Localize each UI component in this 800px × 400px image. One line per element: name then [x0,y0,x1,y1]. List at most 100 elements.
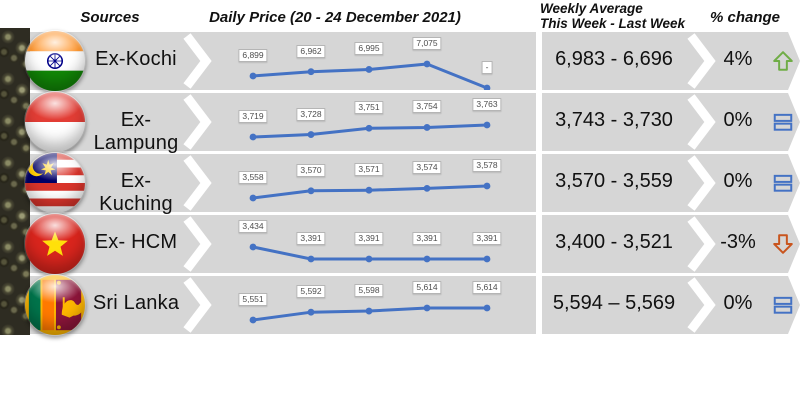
weekly-average-line1: Weekly Average [540,1,643,16]
data-point-label: 5,592 [296,285,326,299]
price-sparkline: 6,899 6,962 6,995 7,075 - [190,32,535,92]
name-chart-separator [182,154,212,217]
data-point-label: 6,995 [354,42,384,56]
weekly-average-value: 3,743 - 3,730 [555,109,673,131]
pct-change-value: -3% [720,231,756,253]
weekly-pct-separator [686,215,716,278]
column-divider [536,32,542,90]
chevron-right-separator [183,155,212,211]
data-point-label: 3,578 [472,159,502,172]
weekly-average-column-header: Weekly Average This Week - Last Week [540,1,710,31]
data-point [483,304,491,312]
up-arrow-icon [773,51,793,71]
weekly-average-value: 3,400 - 3,521 [555,231,673,253]
pct-change-value: 0% [723,109,753,131]
price-sparkline: 3,719 3,728 3,751 3,754 3,763 [190,93,535,151]
weekly-pct-separator [686,276,716,339]
weekly-average-value: 5,594 – 5,569 [552,292,676,314]
data-point [483,255,491,263]
price-sparkline: 3,434 3,391 3,391 3,391 3,391 [190,215,535,273]
data-point-label: 3,391 [296,232,326,245]
data-point [307,308,315,316]
data-point [483,84,491,92]
data-point [365,124,373,132]
sources-column-header: Sources [80,9,140,26]
source-name: Ex- HCM [94,231,178,253]
data-point-label: 3,719 [238,110,268,123]
malaysia-flag-icon [24,152,86,214]
chevron-right-separator [687,94,716,150]
chevron-right-separator [183,94,212,150]
equal-icon [773,296,793,314]
data-point [249,72,257,80]
trend-indicator [772,111,794,133]
price-sparkline: 3,558 3,570 3,571 3,574 3,578 [190,154,535,212]
data-point-label: 5,551 [238,293,268,306]
vietnam-flag-icon [24,213,86,275]
data-point [365,307,373,315]
trend-indicator [772,50,794,72]
data-point-label: 3,751 [354,101,384,115]
data-point-label: 3,570 [296,163,326,177]
row-ex-hcm: Ex- HCM 3,434 3,391 3,391 3,391 3,391 3,400 … [24,213,800,275]
data-point [423,255,431,263]
row-ex-lampung: Ex-Lampung 3,719 3,728 3,751 3,754 3,763 3,7… [24,91,800,154]
name-chart-separator [182,32,212,95]
weekly-average-value: 3,570 - 3,559 [555,170,673,192]
data-point [307,68,315,76]
trend-indicator [772,172,794,194]
row-sri-lanka: Sri Lanka 5,551 5,592 5,598 5,614 5,614 5,59… [24,274,800,336]
daily-price-column-header: Daily Price (20 - 24 December 2021) [209,9,461,26]
chevron-right-separator [687,33,716,89]
data-point [483,121,491,129]
weekly-pct-separator [686,32,716,95]
chevron-right-separator [687,216,716,272]
chevron-right-separator [687,277,716,333]
pct-change-value: 0% [723,170,753,192]
source-name: Ex-Kochi [95,48,177,70]
row-ex-kuching: Ex-Kuching 3,558 3,570 3,571 3,574 3,578 3,5… [24,152,800,215]
column-divider [536,154,542,212]
column-divider [536,93,542,151]
data-point-label: 7,075 [412,37,442,50]
weekly-pct-separator [686,154,716,217]
sri_lanka-flag-icon [24,274,86,336]
equal-icon [773,174,793,192]
data-point-label: 3,391 [472,232,502,245]
pct-change-column-header: % change [709,9,781,26]
name-chart-separator [182,215,212,278]
data-point [249,243,257,251]
data-point-label: - [481,61,493,74]
data-point [307,255,315,263]
data-point-label: 3,571 [354,163,384,177]
data-point [249,316,257,324]
data-point [307,187,315,195]
data-point [249,194,257,202]
data-point [483,182,491,190]
data-point-label: 3,391 [412,232,442,245]
chevron-right-separator [183,216,212,272]
pct-change-value: 4% [723,48,753,70]
chevron-right-separator [183,277,212,333]
price-sparkline: 5,551 5,592 5,598 5,614 5,614 [190,276,535,334]
pct-change-value: 0% [723,292,753,314]
data-point [365,66,373,73]
data-point [423,185,431,192]
data-point [307,131,315,138]
column-divider [536,276,542,334]
data-point-label: 6,899 [238,49,268,62]
weekly-average-line2: This Week - Last Week [540,15,686,31]
column-divider [536,215,542,273]
data-point-label: 3,391 [354,232,384,245]
row-ex-kochi: Ex-Kochi 6,899 6,962 6,995 7,075 - 6,983 - 6… [24,30,800,92]
source-name: Sri Lanka [92,292,180,314]
data-point [365,186,373,194]
data-point-label: 3,434 [238,220,268,233]
data-point-label: 3,558 [238,171,268,184]
source-name: Ex-Lampung [93,109,179,154]
data-point-label: 5,598 [354,284,384,298]
data-point-label: 3,754 [412,100,442,114]
data-point [423,304,431,312]
data-point-label: 5,614 [412,281,442,294]
